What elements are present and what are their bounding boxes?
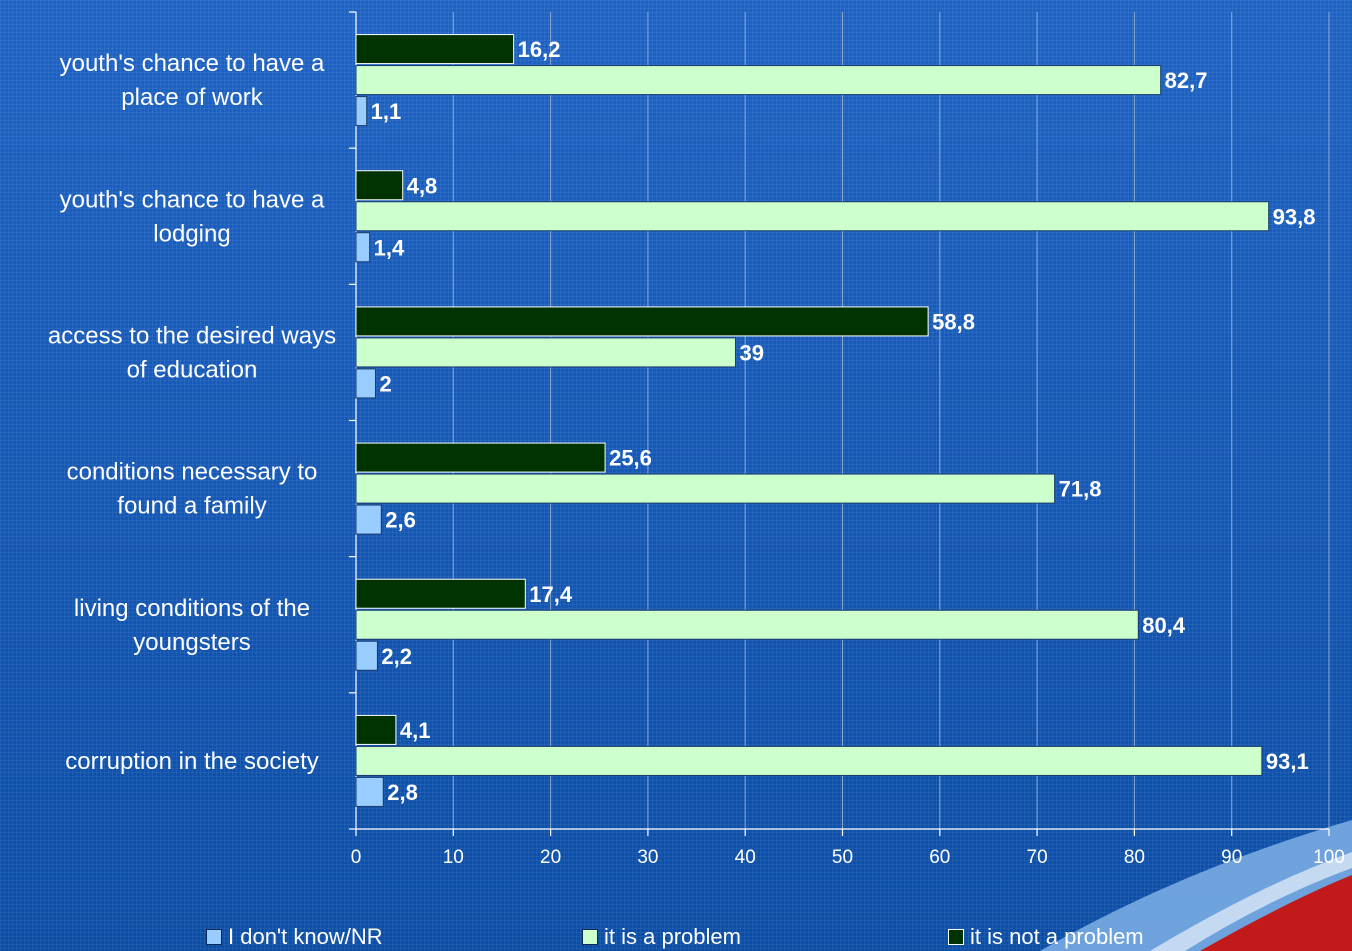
legend-item-dont-know: I don't know/NR — [206, 924, 383, 950]
data-label-series-2-cat-3: 2,6 — [385, 508, 416, 533]
data-label-series-2-cat-2: 2 — [379, 371, 391, 396]
bar-series-0-cat-0 — [355, 34, 515, 65]
bar-series-0-cat-3 — [355, 442, 606, 473]
data-label-series-2-cat-5: 2,8 — [387, 780, 418, 805]
data-label-series-2-cat-4: 2,2 — [381, 644, 412, 669]
category-label-1-line-1: lodging — [153, 220, 230, 247]
legend-swatch-problem — [582, 929, 598, 945]
bar-series-2-cat-1 — [355, 232, 371, 263]
data-label-series-1-cat-3: 71,8 — [1059, 477, 1102, 502]
x-tick-label-0: 0 — [351, 847, 362, 868]
x-tick-label-6: 60 — [929, 847, 950, 868]
data-label-series-0-cat-2: 58,8 — [932, 309, 975, 334]
bar-series-2-cat-4 — [355, 640, 378, 671]
category-label-3-line-0: conditions necessary to — [67, 459, 318, 486]
legend-label-not-problem: it is not a problem — [970, 924, 1144, 949]
x-tick-label-4: 40 — [735, 847, 756, 868]
legend-item-problem: it is a problem — [582, 924, 741, 950]
bar-series-2-cat-5 — [355, 776, 384, 807]
data-label-series-1-cat-0: 82,7 — [1165, 68, 1208, 93]
category-label-1-line-0: youth's chance to have a — [60, 186, 325, 213]
data-label-series-1-cat-2: 39 — [739, 340, 763, 365]
bar-series-2-cat-0 — [355, 96, 368, 127]
legend-label-dont-know: I don't know/NR — [228, 924, 383, 949]
legend-label-problem: it is a problem — [604, 924, 741, 949]
data-label-series-0-cat-5: 4,1 — [400, 718, 431, 743]
x-tick-label-1: 10 — [443, 847, 464, 868]
bar-series-0-cat-4 — [355, 578, 526, 609]
legend: I don't know/NR it is a problem it is no… — [0, 924, 1352, 951]
x-tick-label-9: 90 — [1221, 847, 1242, 868]
x-tick-label-5: 50 — [832, 847, 853, 868]
bar-series-1-cat-2 — [355, 337, 736, 368]
x-tick-label-3: 30 — [637, 847, 658, 868]
category-label-4-line-1: youngsters — [133, 629, 250, 656]
bar-series-1-cat-0 — [355, 65, 1162, 96]
bar-series-0-cat-2 — [355, 306, 929, 337]
data-label-series-0-cat-4: 17,4 — [529, 582, 573, 607]
category-label-2-line-1: of education — [127, 356, 258, 383]
category-label-0-line-0: youth's chance to have a — [60, 50, 325, 77]
category-label-0-line-1: place of work — [121, 84, 263, 111]
category-label-2-line-0: access to the desired ways — [48, 322, 336, 349]
data-label-series-1-cat-5: 93,1 — [1266, 749, 1309, 774]
category-label-5-line-0: corruption in the society — [65, 748, 318, 775]
bar-series-1-cat-3 — [355, 473, 1056, 504]
data-label-series-1-cat-1: 93,8 — [1273, 204, 1316, 229]
data-label-series-0-cat-1: 4,8 — [407, 173, 438, 198]
data-label-series-0-cat-0: 16,2 — [518, 37, 561, 62]
bar-series-1-cat-5 — [355, 745, 1263, 776]
legend-item-not-problem: it is not a problem — [948, 924, 1144, 950]
x-tick-label-7: 70 — [1027, 847, 1048, 868]
data-label-series-0-cat-3: 25,6 — [609, 446, 652, 471]
bar-series-2-cat-3 — [355, 504, 382, 535]
bar-series-2-cat-2 — [355, 368, 376, 399]
data-label-series-1-cat-4: 80,4 — [1142, 613, 1186, 638]
bar-series-1-cat-4 — [355, 609, 1139, 640]
x-tick-label-10: 100 — [1313, 847, 1345, 868]
data-label-series-2-cat-0: 1,1 — [371, 99, 402, 124]
x-tick-label-2: 20 — [540, 847, 561, 868]
x-tick-label-8: 80 — [1124, 847, 1145, 868]
legend-swatch-dont-know — [206, 929, 222, 945]
bar-series-0-cat-1 — [355, 170, 404, 201]
data-label-series-2-cat-1: 1,4 — [374, 235, 405, 260]
bar-series-0-cat-5 — [355, 714, 397, 745]
category-label-4-line-0: living conditions of the — [74, 595, 310, 622]
category-label-3-line-1: found a family — [117, 493, 266, 520]
legend-swatch-not-problem — [948, 929, 964, 945]
bar-series-1-cat-1 — [355, 201, 1270, 232]
